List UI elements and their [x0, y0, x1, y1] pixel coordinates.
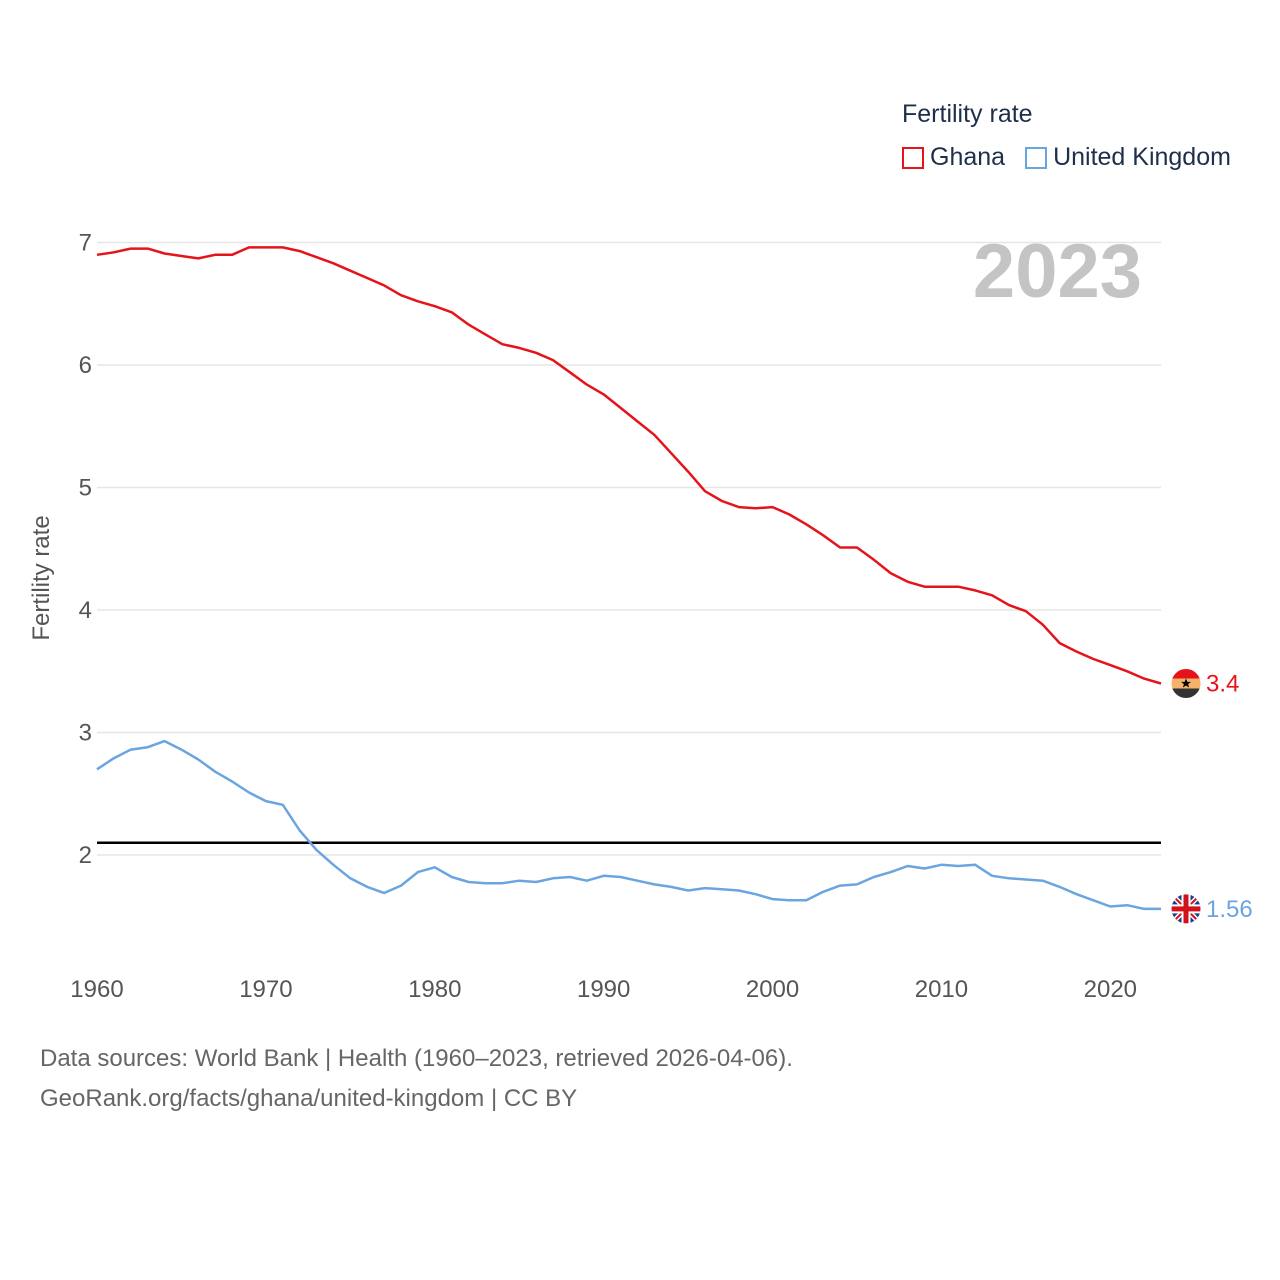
y-tick-label: 5	[79, 475, 92, 502]
end-markers: 3.4 1.56	[1170, 668, 1253, 925]
x-tick-label: 1960	[70, 976, 123, 1003]
x-tick-label: 2010	[915, 976, 968, 1003]
x-tick-label: 1970	[239, 976, 292, 1003]
legend-swatch-united-kingdom	[1025, 146, 1048, 169]
legend-swatch-ghana	[902, 146, 924, 169]
legend: Ghana United Kingdom	[902, 143, 1251, 172]
y-tick-label: 7	[79, 230, 92, 257]
end-value-label-united-kingdom: 1.56	[1206, 896, 1253, 923]
y-tick-label: 6	[79, 352, 92, 379]
series-line-ghana	[96, 246, 1162, 685]
series-line-united-kingdom	[96, 739, 1161, 911]
ghana-flag-icon	[1170, 668, 1202, 699]
legend-item-united-kingdom[interactable]: United Kingdom	[1025, 143, 1231, 172]
series-lines	[96, 246, 1162, 911]
y-tick-label: 3	[79, 720, 92, 747]
x-tick-label: 1990	[577, 976, 630, 1003]
legend-title: Fertility rate	[902, 100, 1033, 128]
x-tick-label: 2000	[746, 976, 799, 1003]
legend-item-ghana[interactable]: Ghana	[902, 143, 1005, 172]
x-tick-label: 1980	[408, 976, 461, 1003]
footer-attribution: GeoRank.org/facts/ghana/united-kingdom |…	[40, 1085, 578, 1112]
legend-label-united-kingdom: United Kingdom	[1053, 143, 1231, 171]
x-tick-label: 2020	[1084, 976, 1137, 1003]
y-ticks: 7 6 5 4 3 2	[79, 230, 92, 870]
x-ticks: 1960 1970 1980 1990 2000 2010 2020	[70, 976, 1137, 1003]
footer-sources: Data sources: World Bank | Health (1960–…	[40, 1045, 793, 1072]
uk-flag-icon	[1170, 893, 1202, 925]
gridlines	[97, 241, 1161, 856]
y-tick-label: 2	[79, 842, 92, 869]
y-tick-label: 4	[79, 597, 92, 624]
end-value-label-ghana: 3.4	[1206, 671, 1239, 698]
legend-label-ghana: Ghana	[930, 143, 1006, 171]
